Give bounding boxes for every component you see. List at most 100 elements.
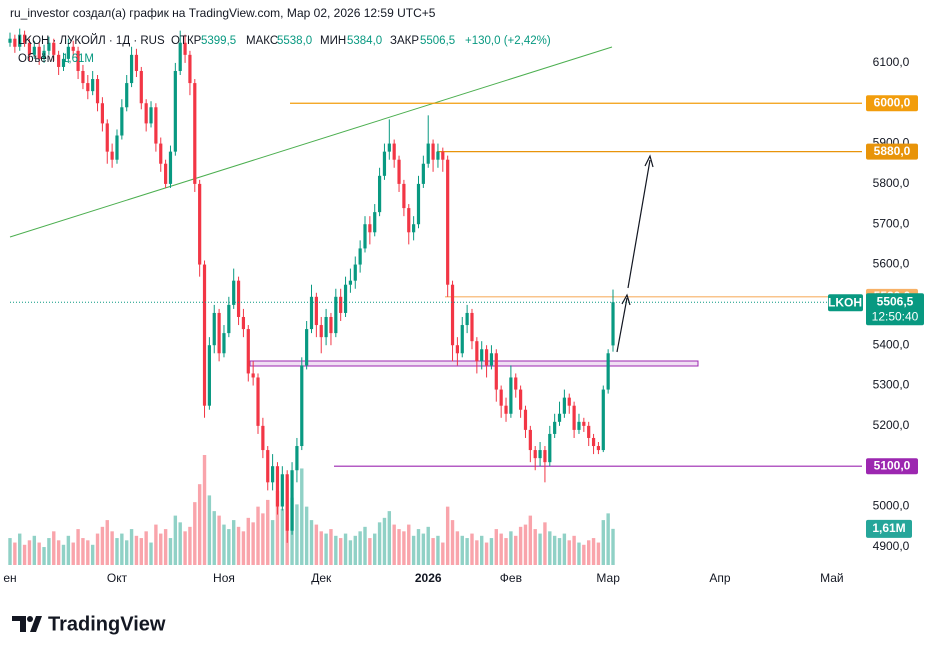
volume-badge-label: 1,61M [872, 521, 905, 535]
volume-bar [377, 522, 382, 565]
footer-logo: TradingView [12, 613, 166, 635]
y-tick-label: 5600,0 [873, 257, 910, 271]
candle-body [494, 353, 498, 390]
candle-body [212, 312, 216, 346]
candle-body [222, 333, 226, 354]
volume-bar [183, 531, 187, 565]
y-tick-label: 5300,0 [873, 378, 910, 392]
candle-body [52, 42, 56, 55]
volume-bar [441, 542, 445, 565]
candle-body [611, 302, 615, 346]
volume-bar [304, 506, 309, 565]
volume-bar [329, 529, 333, 565]
candle-body [470, 312, 474, 342]
volume-bar [61, 544, 66, 565]
candle-body [71, 46, 75, 51]
candle-body [164, 163, 168, 184]
volume-bar [407, 524, 411, 565]
candle-body [587, 425, 591, 438]
candle-body [300, 365, 304, 447]
volume-bar [338, 538, 343, 565]
volume-bar [475, 540, 479, 565]
candle-body [13, 38, 17, 47]
candle-body [402, 183, 406, 209]
candle-body [125, 83, 129, 108]
x-tick-label: Дек [311, 571, 332, 585]
level-badge [866, 95, 918, 112]
candle-body [533, 450, 537, 459]
volume-bar [402, 531, 406, 565]
volume-bar [13, 542, 17, 565]
candle-body [309, 296, 314, 330]
x-tick-label: Ноя [213, 571, 235, 585]
volume-bar [557, 538, 562, 565]
candle-body [514, 377, 518, 390]
candle-body [455, 345, 459, 354]
candle-body [159, 143, 163, 164]
volume-bar [197, 484, 202, 565]
candle-body [95, 79, 100, 104]
volume-bar [562, 533, 567, 565]
candle-body [144, 103, 148, 124]
candle-body [382, 151, 387, 176]
candle-body [305, 329, 309, 366]
volume-bar [37, 542, 41, 565]
candle-body [27, 42, 32, 55]
symbol-badge [828, 294, 863, 312]
candle-body [100, 103, 104, 124]
volume-bar [134, 535, 139, 565]
volume-bar [363, 526, 367, 565]
volume-bar [212, 511, 216, 565]
candle-body [358, 248, 362, 265]
candle-body [57, 54, 61, 67]
volume-bar [582, 544, 586, 565]
volume-bar [163, 529, 168, 565]
legend: LKOH · ЛУКОЙЛ · 1Д · RUS ОТКР 5399,5 МАК… [18, 34, 551, 65]
volume-badge [866, 519, 912, 538]
y-tick-label: 6100,0 [873, 55, 910, 69]
candle-body [543, 450, 547, 463]
x-tick-label: Фев [500, 571, 522, 585]
level-badge [866, 143, 918, 160]
volume-bar [309, 520, 314, 565]
candle-body [314, 296, 318, 326]
candle-body [538, 450, 542, 459]
legend-label: МИН [320, 35, 346, 47]
volume-bar [32, 535, 37, 565]
candle-body [22, 34, 27, 43]
volume-bar [460, 535, 464, 565]
volume-bar [348, 540, 353, 565]
candle-body [217, 312, 221, 354]
candle-body [553, 421, 557, 434]
candle-body [504, 405, 508, 414]
zone-rectangle [249, 360, 699, 367]
x-tick-label: ен [3, 571, 16, 585]
candle-body [261, 425, 265, 451]
volume-bar [120, 533, 124, 565]
volume-bar [416, 529, 421, 565]
volume-bar [504, 538, 508, 565]
volume-bar [280, 508, 285, 565]
candle-body [47, 42, 51, 51]
volume-bar [528, 515, 533, 565]
arrow-head [621, 293, 631, 306]
volume-bar [139, 538, 144, 565]
volume-bar [387, 511, 392, 565]
volume-bar [523, 524, 528, 565]
candle-body [324, 316, 328, 338]
volume-bar [154, 524, 158, 565]
volume-bar [22, 544, 27, 565]
candle-body [591, 437, 596, 447]
candle-body [183, 42, 187, 55]
candle-body [91, 79, 95, 92]
volume-bar [231, 520, 236, 565]
candle-body [421, 163, 425, 184]
volume-bar [222, 524, 226, 565]
legend-change: +130,0 (+2,42%) [465, 35, 551, 47]
volume-bar [47, 538, 51, 565]
candle-body [251, 373, 255, 378]
volume-bar [606, 513, 610, 565]
logo-icon [27, 616, 33, 622]
candle-body [572, 405, 576, 430]
candle-body [387, 143, 391, 152]
